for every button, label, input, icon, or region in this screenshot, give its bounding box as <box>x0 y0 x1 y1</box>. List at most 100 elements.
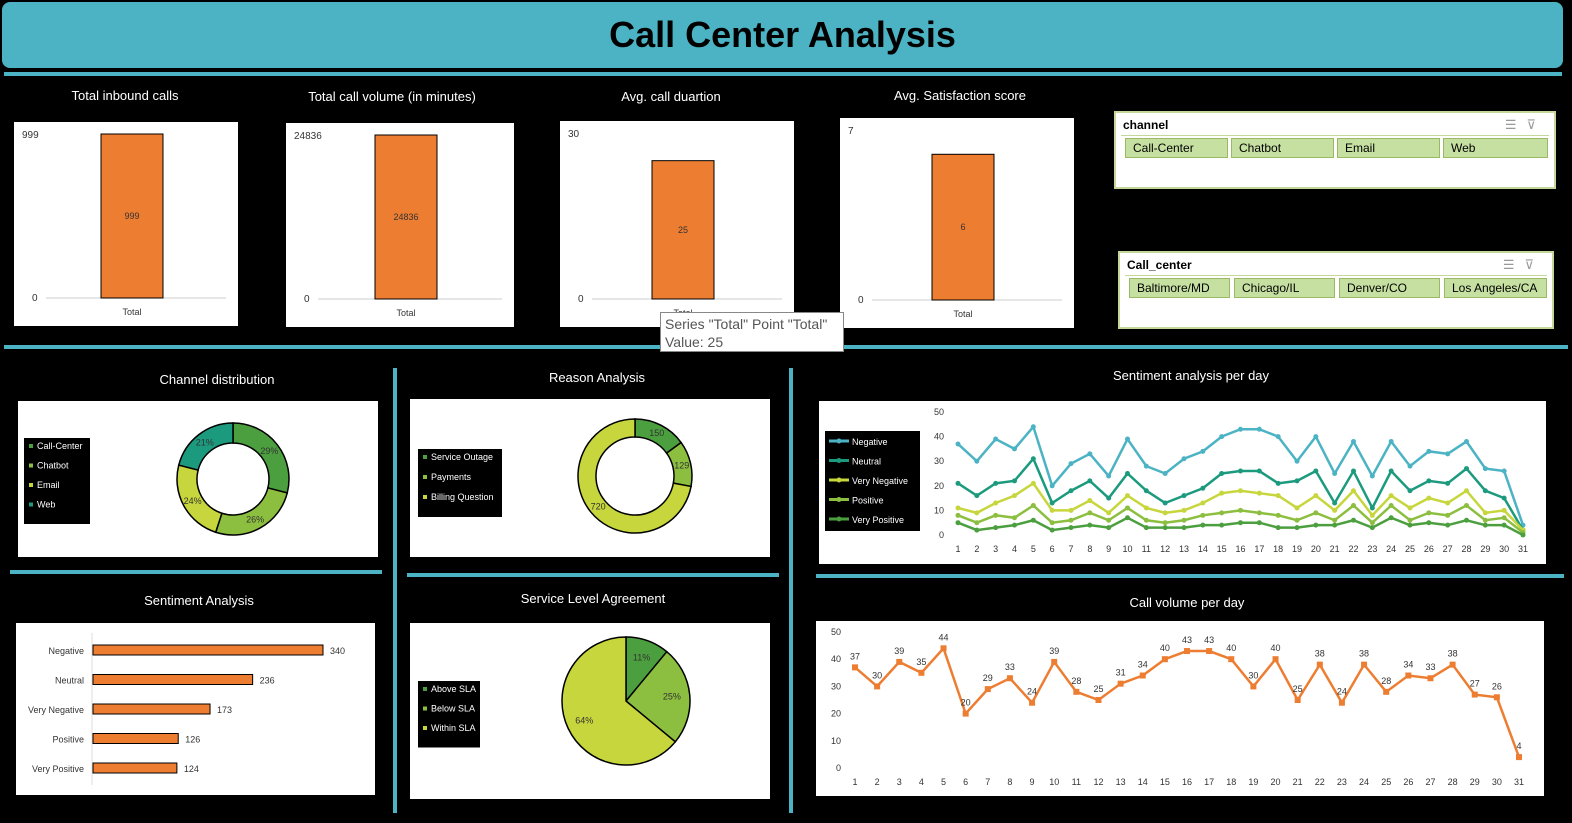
category-label: Total <box>396 308 415 318</box>
reason-analysis-chart[interactable]: Service Outage Payments Billing Question 15… <box>410 399 770 557</box>
data-point <box>1139 672 1146 679</box>
data-point <box>1012 446 1017 452</box>
slicer-item-chatbot[interactable]: Chatbot <box>1231 138 1334 158</box>
data-label: 38 <box>1359 649 1369 659</box>
data-point <box>1272 656 1279 663</box>
data-point <box>1464 502 1469 508</box>
x-tick-label: 24 <box>1386 544 1396 554</box>
call-volume-per-day-chart[interactable]: 0 10 20 30 40 50 1 2 3 4 5 6 7 8 9 10 11 12 13 14 15 16 17 18 19… <box>816 621 1544 796</box>
x-tick-label: 10 <box>1049 777 1059 787</box>
slice-label: 150 <box>649 428 664 438</box>
data-point <box>1445 500 1451 506</box>
clear-filter-icon[interactable]: ⊽ <box>1526 117 1546 132</box>
data-point <box>1275 434 1281 440</box>
y-tick-label: 30 <box>831 681 841 691</box>
data-point <box>1250 683 1257 690</box>
data-point <box>1256 468 1262 474</box>
data-label: 43 <box>1204 635 1214 645</box>
data-point <box>1200 500 1206 506</box>
data-point <box>1184 648 1190 655</box>
data-point <box>1106 473 1112 479</box>
bar-data-label: 340 <box>330 646 345 656</box>
kpi-chart-call-duration[interactable]: 30025Total <box>560 121 794 327</box>
pie-slice <box>624 650 691 743</box>
legend-item: Billing Question <box>431 492 494 502</box>
x-tick-label: 19 <box>1248 777 1258 787</box>
slicer-item-web[interactable]: Web <box>1443 138 1548 158</box>
legend-item: Negative <box>852 437 888 447</box>
series-line <box>854 645 1521 758</box>
multi-select-icon[interactable]: ☰ <box>1504 117 1527 132</box>
data-point <box>1030 480 1036 486</box>
y-tick-label: 50 <box>831 627 841 637</box>
data-label: 31 <box>1116 668 1126 678</box>
x-tick-label: 29 <box>1470 777 1480 787</box>
axis-max-label: 999 <box>22 130 39 141</box>
slice-label: 24% <box>184 496 202 506</box>
data-point <box>1313 468 1319 474</box>
slice-label: 64% <box>575 716 593 726</box>
kpi-chart-satisfaction[interactable]: 7 0 6 Total <box>840 118 1074 328</box>
data-point <box>940 645 947 652</box>
data-point <box>1219 510 1225 516</box>
multi-select-icon[interactable]: ☰ <box>1502 257 1525 272</box>
clear-filter-icon[interactable]: ⊽ <box>1524 257 1544 272</box>
data-label: 24 <box>1027 687 1037 697</box>
tooltip-line-1: Series "Total" Point "Total" <box>665 316 828 332</box>
legend-swatch <box>423 475 427 479</box>
x-tick-label: 1 <box>955 544 960 554</box>
slicer-item-email[interactable]: Email <box>1337 138 1440 158</box>
slicer-item-chicago[interactable]: Chicago/IL <box>1234 278 1335 298</box>
x-tick-label: 31 <box>1518 544 1528 554</box>
data-point <box>1143 505 1149 511</box>
data-point <box>1351 468 1356 474</box>
axis-min-label: 0 <box>32 293 38 304</box>
x-tick-label: 28 <box>1448 777 1458 787</box>
data-point <box>955 480 961 486</box>
slicer-item-baltimore[interactable]: Baltimore/MD <box>1129 278 1230 298</box>
sentiment-analysis-chart[interactable]: Negative 340 Neutral 236 Very Negative 173 Pos… <box>16 623 375 795</box>
x-tick-label: 7 <box>985 777 990 787</box>
data-point <box>918 669 925 676</box>
x-tick-label: 16 <box>1235 544 1245 554</box>
x-tick-label: 26 <box>1424 544 1434 554</box>
data-point <box>1029 699 1036 706</box>
x-tick-label: 30 <box>1492 777 1502 787</box>
legend-item: Above SLA <box>431 684 476 694</box>
bar <box>92 762 178 774</box>
sentiment-per-day-chart[interactable]: 0 10 20 30 40 50 1 2 3 4 5 6 7 8 9 10 11 12 13 14 15 16 17 18 19… <box>819 401 1546 564</box>
data-point <box>1030 456 1036 462</box>
y-tick-label: 40 <box>831 654 841 664</box>
channel-distribution-chart[interactable]: Call-Center Chatbot Email Web 29% 26% 24% 21% <box>18 401 378 557</box>
data-point <box>1407 522 1413 528</box>
legend-swatch <box>29 502 33 507</box>
data-point <box>1143 488 1149 494</box>
data-point <box>993 436 999 442</box>
slicer-item-los-angeles[interactable]: Los Angeles/CA <box>1444 278 1547 298</box>
data-point <box>1238 488 1243 494</box>
bar <box>92 733 179 744</box>
x-tick-label: 31 <box>1514 777 1524 787</box>
legend-box <box>418 449 502 517</box>
data-point <box>1482 517 1488 523</box>
data-point <box>1181 517 1187 523</box>
category-label: Very Positive <box>32 764 84 774</box>
x-tick-label: 14 <box>1138 777 1148 787</box>
data-point <box>1369 512 1375 518</box>
data-point <box>1464 517 1469 523</box>
data-point <box>852 664 858 671</box>
kpi-chart-call-volume[interactable]: 24836 0 24836 Total <box>286 123 514 327</box>
data-point <box>1219 522 1225 528</box>
slicer-item-denver[interactable]: Denver/CO <box>1339 278 1440 298</box>
data-label: 34 <box>1138 660 1148 670</box>
kpi-title-call-duration: Avg. call duartion <box>621 89 721 104</box>
data-label: 37 <box>850 651 860 661</box>
x-tick-label: 15 <box>1160 777 1170 787</box>
y-tick-label: 0 <box>836 763 841 773</box>
sla-chart[interactable]: Above SLA Below SLA Within SLA 11% 25% 64% <box>410 623 770 799</box>
slicer-item-call-center[interactable]: Call-Center <box>1125 138 1228 158</box>
x-tick-label: 20 <box>1271 777 1281 787</box>
kpi-chart-inbound-calls[interactable]: 999 0 999 Total <box>14 122 238 326</box>
data-point <box>1332 500 1338 506</box>
data-point <box>1501 468 1507 474</box>
